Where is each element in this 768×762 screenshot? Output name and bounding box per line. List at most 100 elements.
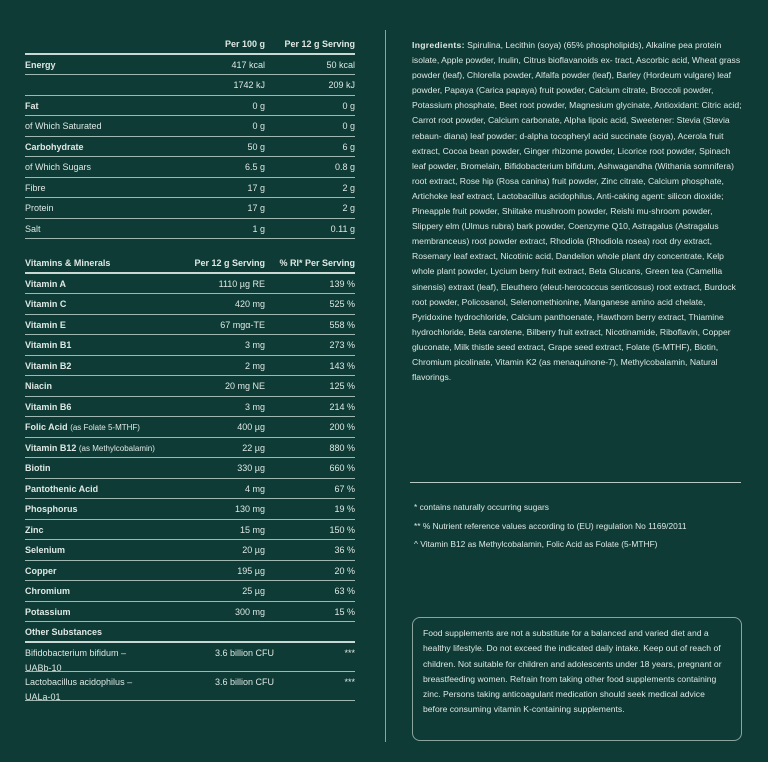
vitamin-name: Selenium bbox=[25, 545, 66, 555]
vitamin-name: Pantothenic Acid bbox=[25, 483, 99, 494]
nutrient-label: Carbohydrate bbox=[25, 141, 84, 152]
vitamin-name: Phosphorus bbox=[25, 504, 78, 514]
vitamin-label: Phosphorus bbox=[25, 504, 78, 514]
vitamin-ri: 150 % bbox=[329, 524, 355, 535]
ingredients-text: Spirulina, Lecithin (soya) (65% phosphol… bbox=[412, 40, 742, 383]
nutrient-label: Energy bbox=[25, 59, 56, 70]
vitamin-amount: 300 mg bbox=[234, 606, 265, 617]
vitamin-amount: 4 mg bbox=[244, 483, 265, 494]
vitamin-name: Vitamin B6 bbox=[25, 401, 72, 412]
vitamin-amount: 3 mg bbox=[244, 340, 265, 350]
vitamin-name: Vitamin A bbox=[25, 278, 67, 289]
separator-line bbox=[410, 482, 741, 483]
substance-name: Bifidobacterium bifidum – bbox=[25, 647, 127, 658]
substance-name: Lactobacillus acidophilus – bbox=[25, 676, 133, 687]
nutrient-label: Fibre bbox=[25, 182, 46, 193]
per-100g-value: 17 g bbox=[247, 182, 265, 193]
per-serving-value: 0 g bbox=[342, 121, 355, 131]
vitamin-ri: 273 % bbox=[329, 340, 355, 350]
vitamin-amount: 20 µg bbox=[242, 545, 265, 555]
vitamin-row: Folic Acid (as Folate 5-MTHF) 400 µg 200 % bbox=[25, 417, 355, 438]
per-serving-value: 0.8 g bbox=[334, 162, 355, 172]
vitamin-row: Biotin 330 µg 660 % bbox=[25, 458, 355, 479]
nutrition-row: of Which Saturated 0 g 0 g bbox=[25, 116, 355, 137]
vitamin-label: Vitamin B1 bbox=[25, 340, 71, 350]
vitamin-amount: 420 mg bbox=[234, 299, 265, 309]
vitamin-ri: 36 % bbox=[334, 545, 355, 555]
per-100g-value: 50 g bbox=[247, 141, 265, 152]
nutrition-row: Energy 417 kcal 50 kcal bbox=[25, 55, 355, 75]
vitamin-ri: 19 % bbox=[334, 504, 355, 514]
nutrition-row: 1742 kJ 209 kJ bbox=[25, 75, 355, 96]
footnote: ** % Nutrient reference values according… bbox=[414, 520, 687, 531]
vitamin-amount: 2 mg bbox=[244, 360, 265, 371]
vitamin-amount: 67 mgα-TE bbox=[220, 319, 265, 330]
vitamin-ri: 200 % bbox=[329, 422, 355, 432]
substance-label: Bifidobacterium bifidum – UABb-10 bbox=[25, 646, 126, 676]
vitamin-ri: 558 % bbox=[329, 319, 355, 330]
vitamin-name: Vitamin B12 bbox=[25, 442, 77, 453]
nutrition-table: Per 100 g Per 12 g Serving Energy 417 kcal 5… bbox=[25, 34, 355, 702]
substance-label: Lactobacillus acidophilus – UALa-01 bbox=[25, 675, 132, 705]
section-title: Other Substances bbox=[25, 627, 103, 637]
nutrition-row: Salt 1 g 0.11 g bbox=[25, 219, 355, 239]
vitamin-ri: 20 % bbox=[334, 565, 355, 576]
vitamin-name: Niacin bbox=[25, 381, 53, 391]
vitamin-row: Vitamin E 67 mgα-TE 558 % bbox=[25, 315, 355, 335]
substance-amount: 3.6 billion CFU bbox=[215, 647, 275, 658]
ingredients-label: Ingredients: bbox=[412, 40, 465, 50]
vitamin-note: (as Methylcobalamin) bbox=[78, 443, 155, 453]
per-100g-value: 417 kcal bbox=[231, 59, 265, 70]
vitamin-amount: 15 mg bbox=[239, 524, 265, 535]
vitamin-name: Potassium bbox=[25, 606, 71, 617]
vitamin-name: Chromium bbox=[25, 586, 70, 596]
vitamin-ri: 525 % bbox=[329, 299, 355, 309]
nutrient-label: Protein bbox=[25, 203, 54, 213]
vitamin-name: Copper bbox=[25, 565, 57, 576]
substance-strain: UALa-01 bbox=[25, 691, 61, 702]
vitamin-row: Niacin 20 mg NE 125 % bbox=[25, 376, 355, 397]
per-serving-value: 209 kJ bbox=[328, 80, 355, 90]
vitamin-amount: 195 µg bbox=[237, 565, 265, 576]
footnote: * contains naturally occurring sugars bbox=[414, 502, 549, 512]
per-100g-value: 0 g bbox=[252, 100, 265, 111]
per-serving-value: 2 g bbox=[342, 182, 355, 193]
nutrition-row: of Which Sugars 6.5 g 0.8 g bbox=[25, 157, 355, 178]
vitamin-label: Biotin bbox=[25, 463, 51, 473]
per-100g-value: 17 g bbox=[247, 203, 265, 213]
per-serving-value: 0.11 g bbox=[330, 223, 355, 234]
column-header: % RI* Per Serving bbox=[279, 258, 355, 268]
vitamin-label: Chromium bbox=[25, 586, 70, 596]
per-100g-value: 1742 kJ bbox=[233, 80, 265, 90]
per-100g-value: 6.5 g bbox=[244, 162, 265, 172]
vitamin-label: Vitamin E bbox=[25, 320, 66, 330]
vitamin-row: Vitamin A 1110 µg RE 139 % bbox=[25, 274, 355, 294]
vitamin-label: Niacin bbox=[25, 381, 52, 391]
vitamin-row: Vitamin B12 (as Methylcobalamin) 22 µg 880… bbox=[25, 438, 355, 458]
vitamin-ri: 125 % bbox=[329, 381, 355, 391]
nutrition-row: Protein 17 g 2 g bbox=[25, 198, 355, 219]
vitamin-row: Selenium 20 µg 36 % bbox=[25, 540, 355, 561]
vitamin-amount: 25 µg bbox=[242, 586, 265, 596]
vitamin-amount: 1110 µg RE bbox=[218, 278, 265, 289]
vitamin-label: Vitamin A bbox=[25, 279, 66, 289]
vitamin-amount: 400 µg bbox=[237, 422, 265, 432]
vitamin-ri: 139 % bbox=[329, 278, 355, 289]
vitamin-row: Phosphorus 130 mg 19 % bbox=[25, 499, 355, 520]
vitamin-label: Vitamin C bbox=[25, 299, 66, 309]
vitamin-row: Vitamin C 420 mg 525 % bbox=[25, 294, 355, 315]
warning-text: Food supplements are not a substitute fo… bbox=[423, 628, 722, 715]
vitamin-row: Zinc 15 mg 150 % bbox=[25, 520, 355, 540]
per-serving-value: 0 g bbox=[342, 100, 355, 111]
vitamin-label: Vitamin B12 (as Methylcobalamin) bbox=[25, 443, 155, 453]
vitamin-name: Zinc bbox=[25, 524, 44, 535]
vitamin-name: Folic Acid bbox=[25, 422, 68, 432]
nutrient-label: Salt bbox=[25, 223, 41, 234]
vitamin-name: Biotin bbox=[25, 463, 51, 473]
per-100g-value: 0 g bbox=[252, 121, 265, 131]
per-100g-value: 1 g bbox=[252, 223, 265, 234]
column-header: Per 12 g Serving bbox=[194, 258, 265, 268]
vitamin-ri: 15 % bbox=[334, 606, 355, 617]
vitamin-label: Folic Acid (as Folate 5-MTHF) bbox=[25, 422, 140, 432]
vitamin-row: Vitamin B2 2 mg 143 % bbox=[25, 356, 355, 376]
